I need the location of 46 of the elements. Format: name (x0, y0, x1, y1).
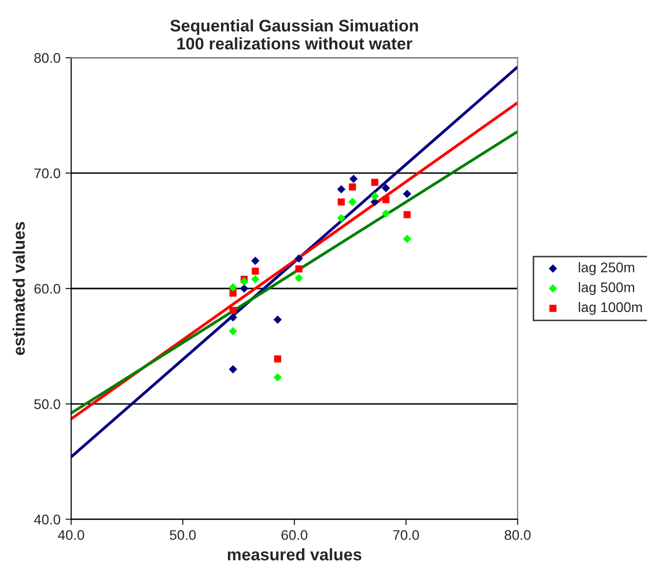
point (402, 190, 412, 198)
point (228, 327, 238, 336)
x-tick-label: 40.0 (58, 530, 84, 540)
point (402, 234, 412, 244)
point (382, 209, 390, 218)
x-tick-label: 70.0 (393, 530, 419, 540)
x-tick-label: 80.0 (504, 530, 531, 540)
point (228, 365, 238, 374)
point (348, 183, 356, 190)
legend-label: lag 1000m (578, 302, 642, 315)
legend-label: lag 250m (578, 262, 634, 276)
point (252, 268, 259, 275)
point (349, 174, 358, 184)
point (251, 256, 260, 265)
point (228, 283, 238, 292)
point (295, 265, 302, 272)
point (273, 373, 282, 382)
legend-label: lag 500m (578, 282, 634, 295)
y-tick-label: 80.0 (34, 53, 60, 63)
point (273, 315, 282, 324)
point (404, 211, 411, 218)
chart-title: Sequential Gaussian Simuation 100 realizations without water (170, 19, 418, 50)
y-tick-label: 70.0 (34, 168, 60, 178)
point (274, 355, 282, 362)
point (370, 192, 379, 200)
point (251, 275, 260, 284)
point (240, 277, 248, 286)
point (338, 198, 345, 206)
point (337, 214, 346, 222)
point (371, 178, 378, 186)
point (382, 196, 390, 204)
y-tick-label: 40.0 (34, 514, 60, 524)
y-axis-title: estimated values (12, 222, 25, 356)
x-tick-label: 50.0 (170, 530, 196, 540)
point (337, 185, 346, 194)
point (229, 306, 237, 314)
x-axis-title: measured values (228, 548, 362, 560)
point (294, 254, 304, 263)
point (228, 313, 238, 322)
x-tick-label: 60.0 (282, 530, 308, 540)
y-tick-label: 60.0 (34, 284, 60, 294)
point (348, 198, 357, 206)
point (294, 274, 304, 282)
point (382, 184, 390, 192)
y-tick-label: 50.0 (34, 399, 60, 410)
point (240, 284, 248, 293)
